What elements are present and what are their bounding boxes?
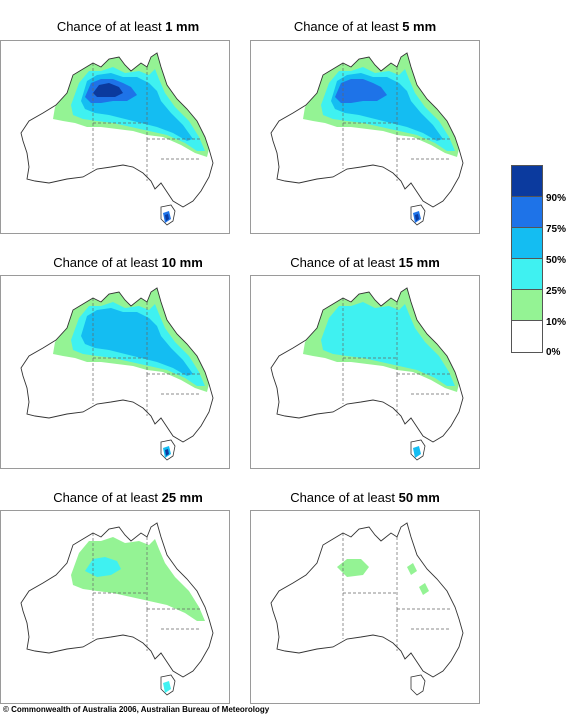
coastline (20, 522, 214, 678)
legend-label-75: 75% (546, 224, 567, 235)
probability-region (335, 79, 387, 103)
probability-region (419, 583, 429, 595)
legend-label-0: 0% (546, 347, 561, 358)
tasmania-outline (410, 674, 426, 696)
panel-title-15mm: Chance of at least 15 mm (250, 255, 480, 270)
legend-swatch-10 (512, 290, 542, 321)
panel-title-amount: 1 mm (165, 19, 200, 34)
australia-map (20, 522, 214, 696)
legend-swatch-50 (512, 228, 542, 259)
panel-title-amount: 50 mm (398, 490, 440, 505)
panel-title-prefix: Chance of at least (290, 490, 399, 505)
map-panel-50mm (250, 510, 480, 704)
australia-map (270, 522, 464, 696)
panel-title-10mm: Chance of at least 10 mm (13, 255, 243, 270)
australia-map (20, 52, 214, 226)
panel-title-amount: 5 mm (402, 19, 437, 34)
probability-region (321, 302, 455, 386)
coastline (20, 287, 214, 443)
panel-title-prefix: Chance of at least (290, 255, 399, 270)
panel-title-5mm: Chance of at least 5 mm (250, 19, 480, 34)
tasmania-region (163, 681, 171, 693)
probability-regions (71, 537, 205, 621)
probability-regions (303, 288, 459, 392)
coastline (20, 52, 214, 208)
legend-swatch-25 (512, 259, 542, 290)
panel-title-prefix: Chance of at least (56, 19, 166, 34)
coastline (270, 287, 464, 443)
panel-title-amount: 25 mm (161, 490, 203, 505)
panel-title-amount: 15 mm (398, 255, 440, 270)
australia-map (270, 52, 464, 226)
probability-region (81, 308, 193, 376)
panel-title-prefix: Chance of at least (53, 490, 162, 505)
map-panel-15mm (250, 275, 480, 469)
australia-map (270, 287, 464, 461)
legend-label-25: 25% (546, 286, 567, 297)
mainland-fill (21, 523, 213, 677)
probability-legend (511, 165, 543, 353)
map-panel-10mm (0, 275, 230, 469)
probability-regions (337, 559, 429, 595)
coastline (270, 52, 464, 208)
tasmania-region (165, 449, 169, 456)
map-panel-5mm (250, 40, 480, 234)
map-panel-1mm (0, 40, 230, 234)
probability-region (337, 559, 369, 577)
legend-swatch-90 (512, 166, 542, 197)
coastline (270, 522, 464, 678)
panel-title-1mm: Chance of at least 1 mm (13, 19, 243, 34)
legend-label-50: 50% (546, 255, 567, 266)
copyright-notice: © Commonwealth of Australia 2006, Austra… (3, 705, 270, 714)
mainland-fill (271, 523, 463, 677)
australia-map (20, 287, 214, 461)
panel-title-prefix: Chance of at least (53, 255, 162, 270)
probability-region (85, 557, 121, 577)
map-panel-25mm (0, 510, 230, 704)
legend-swatch-75 (512, 197, 542, 228)
legend-swatch-0 (512, 321, 542, 352)
tasmania-region (415, 214, 419, 221)
probability-regions (53, 288, 209, 392)
probability-region (407, 563, 417, 575)
legend-label-90: 90% (546, 193, 567, 204)
panel-title-amount: 10 mm (161, 255, 203, 270)
tasmania-region (165, 214, 169, 221)
tasmania-region (413, 446, 421, 458)
probability-regions (53, 53, 209, 157)
panel-title-50mm: Chance of at least 50 mm (250, 490, 480, 505)
panel-title-prefix: Chance of at least (293, 19, 403, 34)
panel-title-25mm: Chance of at least 25 mm (13, 490, 243, 505)
legend-label-10: 10% (546, 317, 567, 328)
probability-region (93, 83, 123, 97)
probability-regions (303, 53, 459, 157)
